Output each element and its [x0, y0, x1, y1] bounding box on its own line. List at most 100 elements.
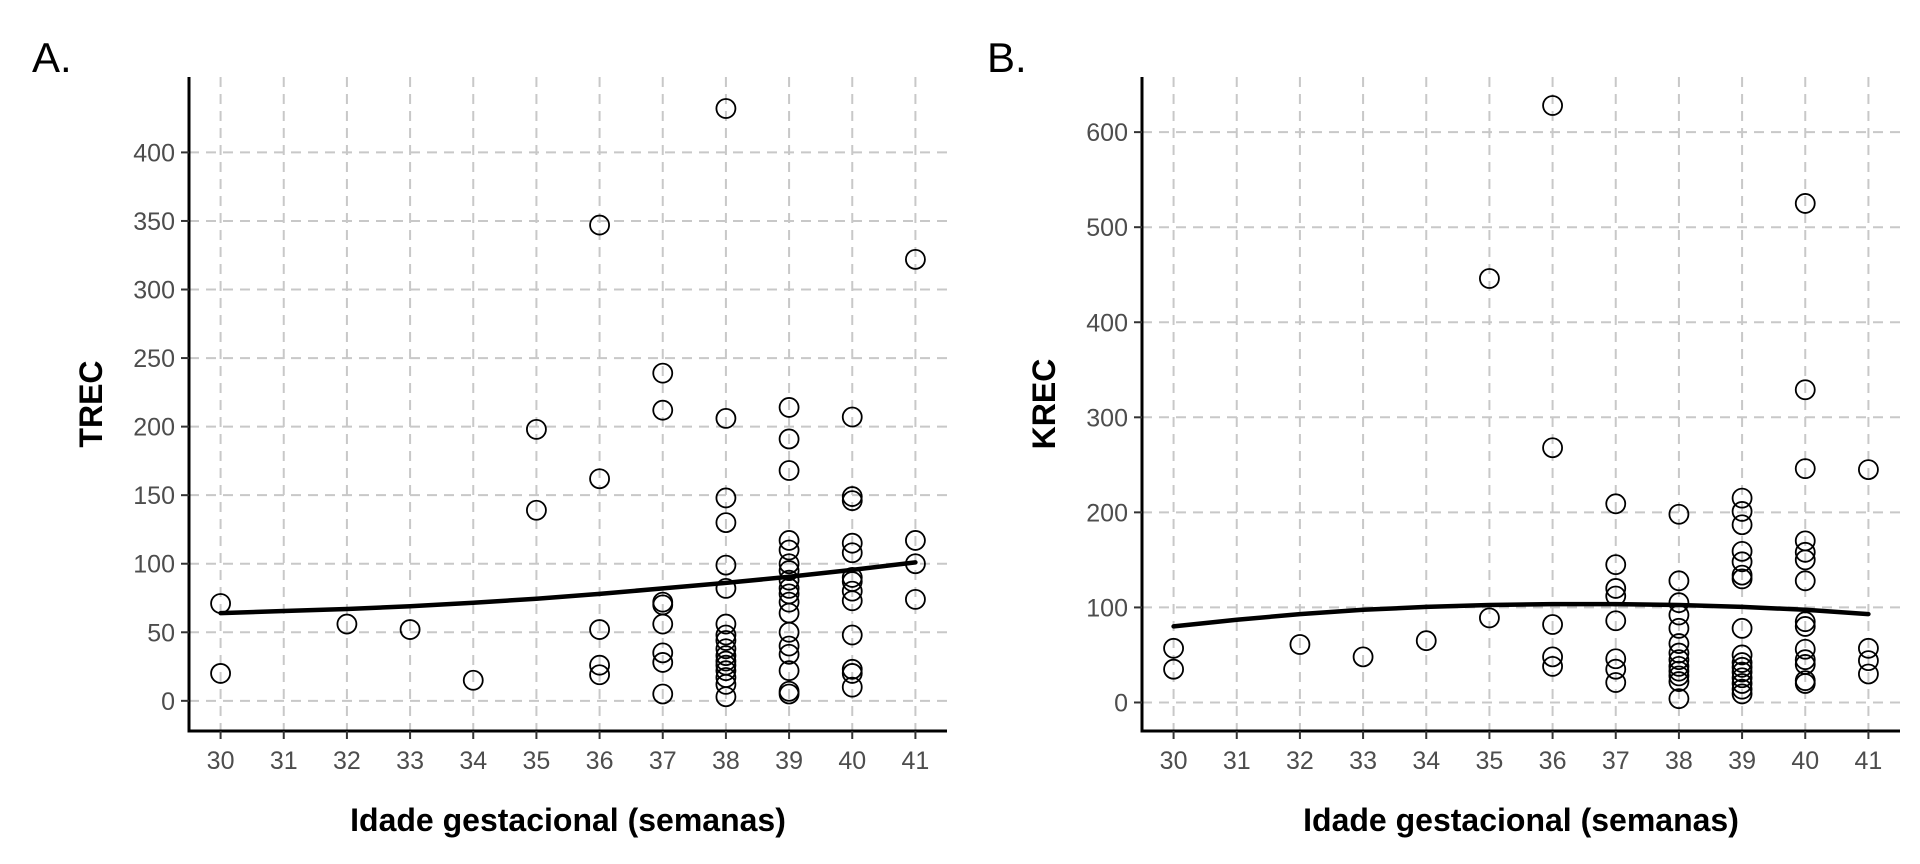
panel-b-y-tick-label: 500: [1086, 214, 1128, 242]
panel-b-y-tick-label: 0: [1114, 689, 1128, 717]
panel-b-x-axis-title: Idade gestacional (semanas): [1303, 802, 1739, 838]
panel-a-data-point: [652, 362, 674, 384]
panel-b-data-point: [1731, 683, 1753, 705]
panel-b-data-point: [1668, 633, 1690, 654]
panel-b-x-tick-label: 33: [1349, 747, 1377, 775]
panel-a-data-point: [715, 660, 737, 682]
panel-a-y-tick-label: 200: [133, 414, 175, 442]
panel-b-data-point: [1479, 268, 1500, 289]
panel-b-y-tick-label: 200: [1086, 499, 1128, 527]
panel-a-x-tick-label: 34: [459, 747, 487, 775]
panel-a-x-axis-title: Idade gestacional (semanas): [350, 802, 786, 838]
panel-b-data-point: [1731, 678, 1753, 700]
panel-b-data-point: [1794, 541, 1816, 563]
panel-b-y-tick-label: 600: [1086, 119, 1128, 147]
panel-b-data-point: [1668, 655, 1690, 677]
panel-a-data-point: [778, 621, 800, 643]
panel-b-x-tick-label: 36: [1539, 747, 1567, 775]
panel-b-data-point: [1731, 568, 1753, 590]
panel-b-x-tick-label: 37: [1602, 747, 1630, 775]
panel-b-data-point: [1668, 642, 1690, 664]
panel-b-data-point: [1605, 493, 1627, 515]
panel-b-data-point: [1858, 663, 1879, 685]
panel-b-data-point: [1352, 646, 1374, 668]
panel-b-data-point: [1731, 661, 1753, 683]
panel-a-data-point: [715, 487, 737, 509]
panel-b-data-point: [1163, 637, 1184, 659]
panel-a-data-point: [778, 539, 800, 561]
panel-a-x-tick-label: 40: [838, 747, 866, 775]
panel-b-data-point: [1163, 658, 1184, 680]
panel-b-data-point: [1479, 607, 1500, 629]
panel-a-data-point: [526, 499, 547, 521]
panel-b-x-tick-label: 39: [1728, 747, 1756, 775]
panel-a-data-point: [715, 98, 737, 119]
panel-a-data-point: [778, 560, 800, 581]
panel-a-x-tick-label: 37: [649, 747, 677, 775]
panel-b-data-point: [1794, 458, 1816, 480]
panel-b-data-point: [1289, 634, 1311, 655]
panel-a-data-point: [715, 645, 737, 666]
panel-b-data-point: [1858, 459, 1879, 480]
panel-b-data-point: [1605, 578, 1627, 599]
panel-a-data-point: [778, 530, 800, 551]
panel-b-krec: 0 100 200 300 400 500 600 30 31 32 33 34 35 36 37 38 39 4…: [987, 34, 1900, 838]
panel-a-data-point: [841, 590, 863, 612]
panel-a-data-point: [715, 638, 737, 660]
panel-a-data-point: [589, 654, 610, 676]
panel-b-data-point: [1668, 660, 1690, 682]
panel-a-data-point: [589, 468, 610, 490]
panel-a-data-point: [526, 418, 547, 440]
panel-b-data-point: [1794, 649, 1816, 671]
panel-b-data-point: [1731, 501, 1753, 522]
panel-a-data-point: [778, 460, 800, 481]
panel-b-data-point: [1794, 616, 1816, 637]
panel-a-data-point: [652, 613, 674, 635]
panel-b-x-tick-label: 40: [1791, 747, 1819, 775]
panel-a-data-point: [715, 624, 737, 646]
panel-a-y-tick-label: 0: [161, 688, 175, 716]
panel-a-data-point: [715, 673, 737, 695]
panel-a-data-point: [778, 643, 800, 665]
panel-a-data-point: [778, 591, 800, 613]
panel-a-data-point: [715, 630, 737, 651]
panel-b-x-tick-label: 41: [1855, 747, 1883, 775]
panel-a-data-point: [715, 407, 737, 429]
panel-a-data-point: [778, 569, 800, 591]
panel-b-data-point: [1794, 638, 1816, 660]
panel-b-data-point: [1731, 617, 1753, 639]
panel-a-data-point: [778, 635, 800, 657]
panel-b-data-point: [1605, 648, 1627, 670]
panel-a-data-point: [589, 214, 610, 236]
panel-a-data-point: [841, 406, 863, 428]
panel-b-data-point: [1731, 540, 1753, 562]
panel-b-data-point: [1731, 551, 1753, 573]
panel-a-data-point: [905, 248, 926, 270]
panel-b-data-point: [1794, 379, 1816, 401]
panel-b-data-point: [1858, 650, 1879, 672]
panel-a-x-tick-label: 39: [775, 747, 803, 775]
panel-a-y-axis-title: TREC: [73, 360, 109, 447]
panel-b-data-point: [1542, 95, 1563, 116]
panel-a-trend-line: [218, 560, 918, 616]
panel-a-data-point: [841, 542, 863, 564]
panel-b-data-point: [1794, 611, 1816, 633]
panel-a-data-point: [652, 683, 674, 705]
panel-a-data-point: [841, 663, 863, 684]
panel-a-data-point: [652, 399, 674, 421]
panel-b-data-point: [1542, 646, 1563, 668]
panel-b-x-tick-label: 38: [1665, 747, 1693, 775]
panel-a-y-tick-label: 100: [133, 551, 175, 579]
panel-b-data-point: [1794, 570, 1816, 592]
panel-a-y-tick-label: 150: [133, 482, 175, 510]
panel-a-data-point: [589, 619, 610, 640]
panel-a-data-point: [715, 512, 737, 533]
panel-b-data-point: [1794, 673, 1816, 694]
panel-a-data-point: [210, 663, 231, 684]
panel-a-x-tick-label: 38: [712, 747, 740, 775]
panel-a-data-point: [778, 397, 800, 418]
panel-b-data-point: [1605, 554, 1627, 576]
panel-a-data-point: [715, 554, 737, 576]
panel-b-y-axis-title: KREC: [1026, 359, 1062, 450]
panel-b-data-point: [1668, 503, 1690, 525]
